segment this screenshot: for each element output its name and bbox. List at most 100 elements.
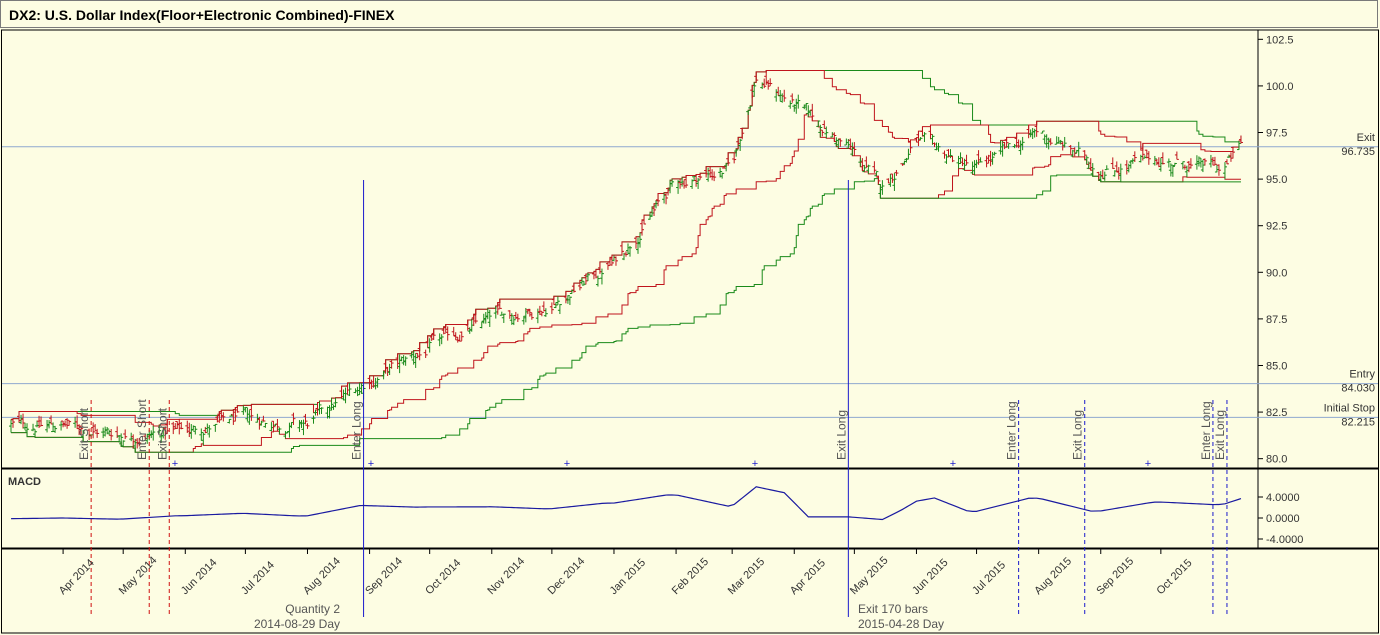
price-bar bbox=[1166, 158, 1171, 168]
price-bar bbox=[299, 420, 304, 428]
price-bar bbox=[748, 105, 753, 109]
price-bar bbox=[297, 420, 302, 432]
price-bar bbox=[509, 313, 514, 325]
price-bar bbox=[199, 428, 204, 441]
price-bar bbox=[788, 100, 793, 109]
lower-channel-short bbox=[11, 113, 1241, 453]
period-marker: + bbox=[752, 458, 758, 470]
price-bar bbox=[53, 425, 58, 433]
price-bar bbox=[567, 296, 572, 306]
price-bar bbox=[1110, 157, 1115, 169]
price-bar bbox=[1158, 157, 1163, 172]
price-bar bbox=[820, 129, 825, 137]
price-bar bbox=[1154, 159, 1159, 166]
price-bar bbox=[227, 418, 232, 424]
price-bar bbox=[888, 173, 893, 187]
price-bar bbox=[313, 409, 318, 416]
price-bar bbox=[185, 420, 190, 433]
price-bar bbox=[1004, 137, 1009, 148]
trade-note-line1: Exit 170 bars bbox=[858, 602, 928, 616]
price-bar bbox=[221, 412, 226, 422]
price-bar bbox=[191, 425, 196, 431]
price-bar bbox=[259, 420, 264, 426]
signal-label: Enter Long bbox=[1005, 401, 1019, 460]
price-bar bbox=[289, 422, 294, 429]
price-bar bbox=[469, 319, 474, 332]
price-bar bbox=[684, 175, 689, 188]
signal-label: Enter Long bbox=[1199, 401, 1213, 460]
price-bar bbox=[595, 275, 600, 287]
price-bar bbox=[255, 413, 260, 423]
price-bar bbox=[317, 401, 322, 415]
price-bar bbox=[311, 415, 316, 424]
price-bar bbox=[1112, 170, 1117, 177]
month-label: Dec 2014 bbox=[546, 555, 588, 597]
price-bar bbox=[902, 160, 907, 165]
price-bar bbox=[964, 154, 969, 166]
price-bar bbox=[1130, 158, 1135, 164]
price-bar bbox=[794, 98, 799, 114]
price-bar bbox=[203, 426, 208, 434]
price-bar bbox=[105, 426, 110, 435]
month-label: Aug 2014 bbox=[301, 555, 343, 597]
price-bar bbox=[1238, 135, 1243, 144]
price-bar bbox=[101, 427, 106, 439]
price-bar bbox=[804, 103, 809, 111]
trade-note-line2: 2014-08-29 Day bbox=[254, 617, 340, 631]
price-bar bbox=[345, 382, 350, 395]
price-bar bbox=[543, 308, 548, 317]
price-bar bbox=[978, 157, 983, 163]
price-bar bbox=[866, 164, 871, 174]
price-bar bbox=[944, 154, 949, 164]
price-bar bbox=[499, 311, 504, 316]
price-bar bbox=[585, 272, 590, 282]
price-bar bbox=[291, 412, 296, 425]
price-bar bbox=[439, 334, 444, 345]
price-bar bbox=[331, 405, 336, 410]
price-bar bbox=[269, 422, 274, 432]
signal-label: Exit Long bbox=[834, 410, 848, 460]
price-bar bbox=[762, 78, 767, 89]
price-bar bbox=[974, 159, 979, 169]
price-bar bbox=[824, 126, 829, 139]
price-bar bbox=[1026, 124, 1031, 139]
price-bar bbox=[732, 153, 737, 164]
chart-title: DX2: U.S. Dollar Index(Floor+Electronic … bbox=[9, 7, 395, 23]
price-bar bbox=[740, 127, 745, 140]
price-bar bbox=[1216, 164, 1221, 176]
price-bar bbox=[597, 261, 602, 274]
price-bar bbox=[329, 398, 334, 411]
price-bar bbox=[343, 387, 348, 404]
price-bar bbox=[822, 120, 827, 129]
price-bar bbox=[91, 422, 96, 439]
price-bar bbox=[774, 89, 779, 102]
price-bar bbox=[1060, 141, 1065, 151]
price-bar bbox=[690, 179, 695, 189]
price-bar bbox=[179, 422, 184, 430]
price-bar bbox=[638, 232, 643, 248]
price-bar bbox=[960, 157, 965, 167]
price-bar bbox=[640, 219, 645, 236]
price-bar bbox=[483, 312, 488, 324]
price-bar bbox=[844, 138, 849, 146]
price-bar bbox=[171, 421, 176, 435]
price-bar bbox=[1236, 141, 1241, 151]
price-bar bbox=[706, 167, 711, 182]
price-bar bbox=[918, 137, 923, 141]
price-bar bbox=[1212, 156, 1217, 166]
price-bar bbox=[1224, 159, 1229, 165]
price-bar bbox=[425, 335, 430, 349]
price-bar bbox=[443, 324, 448, 333]
price-bar bbox=[457, 334, 462, 342]
price-bar bbox=[441, 326, 446, 335]
price-bar bbox=[189, 424, 194, 439]
price-bar bbox=[339, 386, 344, 399]
price-bar bbox=[1070, 149, 1075, 157]
price-bar bbox=[1174, 151, 1179, 160]
price-bar bbox=[880, 180, 885, 195]
price-bar bbox=[930, 134, 935, 145]
price-bar bbox=[177, 419, 182, 435]
price-bar bbox=[956, 155, 961, 169]
